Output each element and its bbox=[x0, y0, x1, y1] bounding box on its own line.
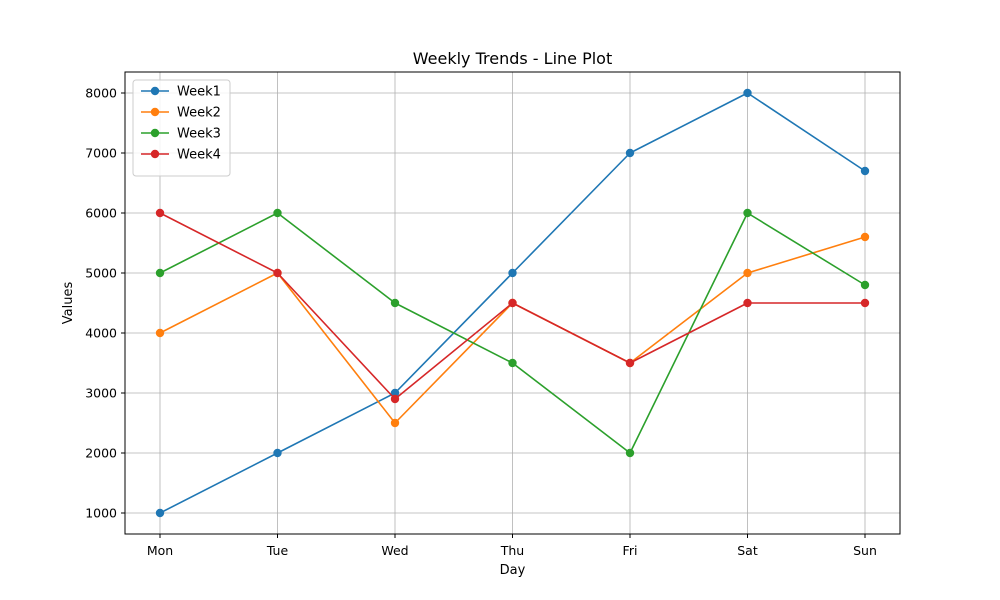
y-tick-label: 4000 bbox=[85, 326, 117, 341]
x-tick-label: Sat bbox=[737, 543, 758, 558]
data-point-week2 bbox=[155, 328, 165, 338]
y-axis-label: Values bbox=[61, 282, 76, 325]
legend-swatch-marker bbox=[150, 149, 160, 159]
series-layer bbox=[155, 88, 870, 518]
data-point-week1 bbox=[390, 388, 400, 398]
data-point-week4 bbox=[743, 298, 752, 308]
data-point-week2 bbox=[390, 418, 400, 428]
legend-label-week4: Week4 bbox=[177, 148, 221, 163]
y-tick-label: 6000 bbox=[85, 206, 117, 221]
x-tick-label: Tue bbox=[266, 543, 289, 558]
data-point-week1 bbox=[743, 88, 752, 98]
y-tick-label: 5000 bbox=[85, 266, 117, 281]
x-tick-label: Wed bbox=[381, 543, 408, 558]
legend: Week1 Week2 Week3 Week4 bbox=[132, 79, 231, 177]
y-tick-label: 3000 bbox=[85, 386, 117, 401]
y-tick-label: 1000 bbox=[85, 506, 117, 521]
data-point-week4 bbox=[625, 358, 635, 368]
data-point-week3 bbox=[390, 298, 400, 308]
data-point-week2 bbox=[860, 232, 870, 242]
x-tick-label: Mon bbox=[147, 543, 173, 558]
data-point-week4 bbox=[508, 298, 517, 308]
legend-swatch-marker bbox=[150, 107, 160, 117]
x-tick-label: Thu bbox=[500, 543, 524, 558]
data-point-week4 bbox=[860, 298, 870, 308]
data-point-week3 bbox=[273, 208, 282, 218]
data-point-week3 bbox=[625, 448, 635, 458]
y-tick-label: 8000 bbox=[85, 86, 117, 101]
x-tick-label: Sun bbox=[853, 543, 877, 558]
data-point-week3 bbox=[860, 280, 870, 290]
legend-swatch-marker bbox=[150, 86, 160, 96]
data-point-week1 bbox=[155, 508, 165, 518]
data-point-week4 bbox=[273, 268, 282, 278]
data-point-week4 bbox=[155, 208, 165, 218]
data-point-week3 bbox=[743, 208, 752, 218]
data-point-week1 bbox=[860, 166, 870, 176]
data-point-week1 bbox=[508, 268, 517, 278]
legend-swatch-marker bbox=[150, 128, 160, 138]
chart-title: Weekly Trends - Line Plot bbox=[413, 49, 613, 68]
legend-label-week3: Week3 bbox=[177, 127, 221, 142]
x-axis-label: Day bbox=[500, 563, 526, 578]
data-point-week1 bbox=[273, 448, 282, 458]
ticks: Mon Tue Wed Thu Fri Sat Sun 1000 2000 3000 4000 500… bbox=[85, 86, 877, 559]
data-point-week1 bbox=[625, 148, 635, 158]
data-point-week2 bbox=[743, 268, 752, 278]
x-tick-label: Fri bbox=[623, 543, 638, 558]
legend-label-week2: Week2 bbox=[177, 106, 221, 121]
data-point-week3 bbox=[155, 268, 165, 278]
data-point-week4 bbox=[390, 394, 400, 404]
data-point-week3 bbox=[508, 358, 517, 368]
y-tick-label: 2000 bbox=[85, 446, 117, 461]
grid bbox=[125, 72, 900, 534]
y-tick-label: 7000 bbox=[85, 146, 117, 161]
legend-label-week1: Week1 bbox=[177, 85, 221, 100]
